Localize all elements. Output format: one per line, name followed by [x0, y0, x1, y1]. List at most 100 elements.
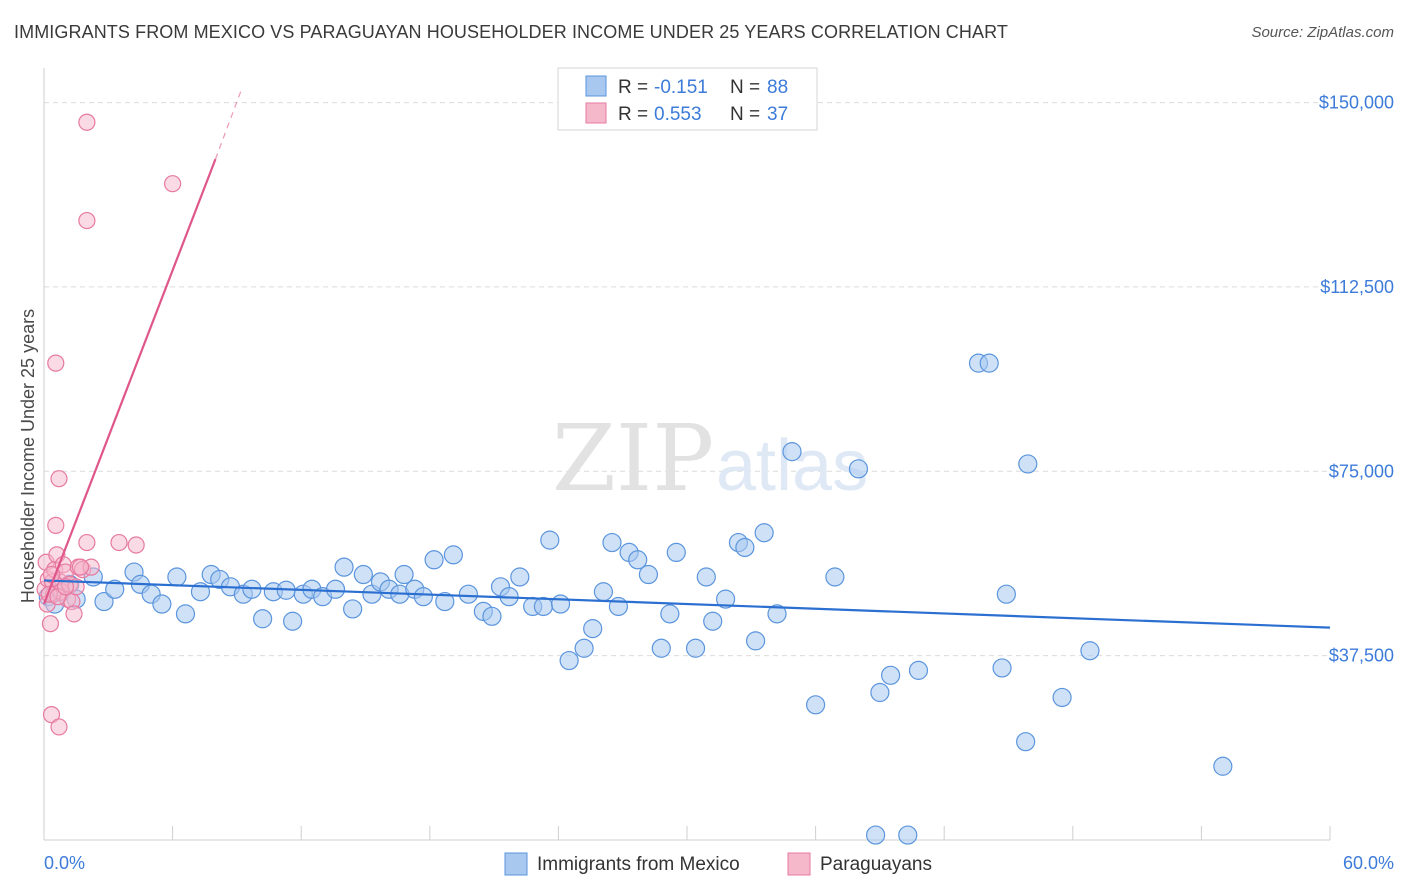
- data-point-mexico: [510, 567, 530, 587]
- data-point-mexico: [996, 584, 1016, 604]
- data-point-mexico: [908, 660, 929, 680]
- legend-swatch-blue: [585, 75, 607, 97]
- watermark-atlas: atlas: [716, 426, 868, 506]
- bottom-legend-label-paraguayans: Paraguayans: [820, 854, 932, 875]
- data-point-mexico: [550, 594, 571, 614]
- data-point-mexico: [394, 564, 414, 585]
- data-point-mexico: [1052, 687, 1072, 708]
- data-point-mexico: [602, 532, 622, 553]
- data-point-mexico: [1080, 641, 1100, 661]
- data-point-mexico: [424, 550, 444, 570]
- data-point-mexico: [574, 638, 594, 658]
- data-point-paraguayans: [50, 470, 68, 488]
- data-point-mexico: [745, 631, 766, 651]
- y-tick-label: $37,500: [1329, 646, 1394, 666]
- trend-line-mexico: [43, 579, 1331, 629]
- series-paraguayans-points: [36, 113, 182, 736]
- data-point-paraguayans: [164, 175, 182, 193]
- data-point-paraguayans: [127, 536, 145, 554]
- data-point-paraguayans: [110, 533, 128, 552]
- data-point-mexico: [94, 591, 114, 612]
- data-point-mexico: [1213, 756, 1233, 776]
- data-point-mexico: [167, 567, 187, 587]
- x-tick-label-min: 0.0%: [44, 853, 85, 873]
- data-point-mexico: [458, 584, 478, 604]
- trend-line-paraguayans: [42, 158, 217, 605]
- data-point-mexico: [754, 523, 774, 543]
- data-point-mexico: [881, 665, 901, 685]
- data-point-mexico: [1018, 454, 1038, 474]
- data-point-mexico: [866, 825, 886, 845]
- data-point-mexico: [660, 604, 680, 624]
- data-point-paraguayans: [47, 354, 65, 372]
- data-point-mexico: [782, 442, 802, 462]
- legend-n-value-1: 88: [767, 77, 788, 98]
- x-tick-label-max: 60.0%: [1343, 853, 1394, 873]
- data-point-mexico: [253, 609, 273, 629]
- data-point-paraguayans: [47, 516, 65, 534]
- data-point-mexico: [413, 587, 433, 607]
- data-point-mexico: [435, 591, 455, 612]
- data-point-mexico: [870, 682, 890, 703]
- data-point-paraguayans: [41, 615, 60, 633]
- data-point-mexico: [992, 658, 1012, 678]
- data-point-mexico: [593, 582, 614, 602]
- watermark-zip: ZIP: [552, 405, 714, 512]
- legend-n-label-2: N =: [730, 104, 760, 125]
- data-point-mexico: [559, 650, 579, 671]
- data-point-mexico: [628, 550, 648, 570]
- data-point-paraguayans: [42, 706, 61, 724]
- data-point-mexico: [638, 564, 659, 585]
- bottom-legend-swatch-mexico: [504, 852, 528, 876]
- data-point-paraguayans: [65, 605, 83, 623]
- legend-r-label-1: R =: [618, 77, 648, 98]
- bottom-legend: Immigrants from Mexico Paraguayans: [504, 852, 932, 876]
- data-point-mexico: [482, 606, 502, 626]
- data-point-mexico: [343, 599, 363, 619]
- data-point-paraguayans: [78, 211, 96, 230]
- data-point-mexico: [735, 537, 755, 558]
- data-point-mexico: [685, 638, 706, 658]
- legend-swatch-pink: [585, 102, 607, 124]
- data-point-paraguayans: [56, 578, 75, 596]
- grid-lines: [44, 102, 1330, 657]
- data-point-mexico: [666, 542, 686, 563]
- data-point-mexico: [1016, 732, 1036, 752]
- data-point-paraguayans: [78, 113, 96, 131]
- data-point-mexico: [825, 567, 845, 587]
- bottom-legend-swatch-paraguayans: [787, 852, 811, 876]
- y-tick-labels: $37,500 $75,000 $112,500 $150,000: [1319, 93, 1394, 666]
- data-point-mexico: [848, 459, 869, 479]
- data-point-mexico: [583, 619, 603, 639]
- data-point-mexico: [703, 611, 723, 631]
- data-point-mexico: [152, 594, 172, 614]
- data-point-paraguayans: [71, 558, 90, 576]
- data-point-mexico: [805, 695, 826, 715]
- chart-title: IMMIGRANTS FROM MEXICO VS PARAGUAYAN HOU…: [14, 22, 1008, 42]
- y-axis-label: Householder Income Under 25 years: [18, 309, 38, 603]
- legend-r-value-1: -0.151: [654, 77, 708, 98]
- data-point-paraguayans: [50, 718, 68, 736]
- y-tick-label: $112,500: [1320, 277, 1394, 297]
- y-tick-label: $150,000: [1319, 93, 1394, 113]
- data-point-mexico: [353, 564, 373, 585]
- data-point-mexico: [105, 579, 125, 599]
- data-point-mexico: [898, 825, 918, 845]
- legend-box: R = -0.151 N = 88 R = 0.553 N = 37: [557, 67, 818, 131]
- data-point-mexico: [334, 557, 354, 577]
- data-point-mexico: [696, 567, 716, 587]
- data-point-mexico: [540, 530, 560, 550]
- data-point-mexico: [715, 589, 736, 609]
- legend-r-label-2: R =: [618, 104, 648, 125]
- legend-n-value-2: 37: [767, 104, 788, 125]
- x-axis-ticks: [43, 826, 1331, 840]
- data-point-mexico: [767, 604, 787, 624]
- data-point-paraguayans: [78, 533, 96, 552]
- trend-line-paraguayans-extension: [214, 90, 242, 160]
- data-point-mexico: [651, 638, 671, 658]
- data-point-mexico: [325, 579, 346, 599]
- y-tick-label: $75,000: [1329, 461, 1394, 481]
- data-point-mexico: [283, 611, 303, 631]
- trend-lines: [42, 90, 1331, 629]
